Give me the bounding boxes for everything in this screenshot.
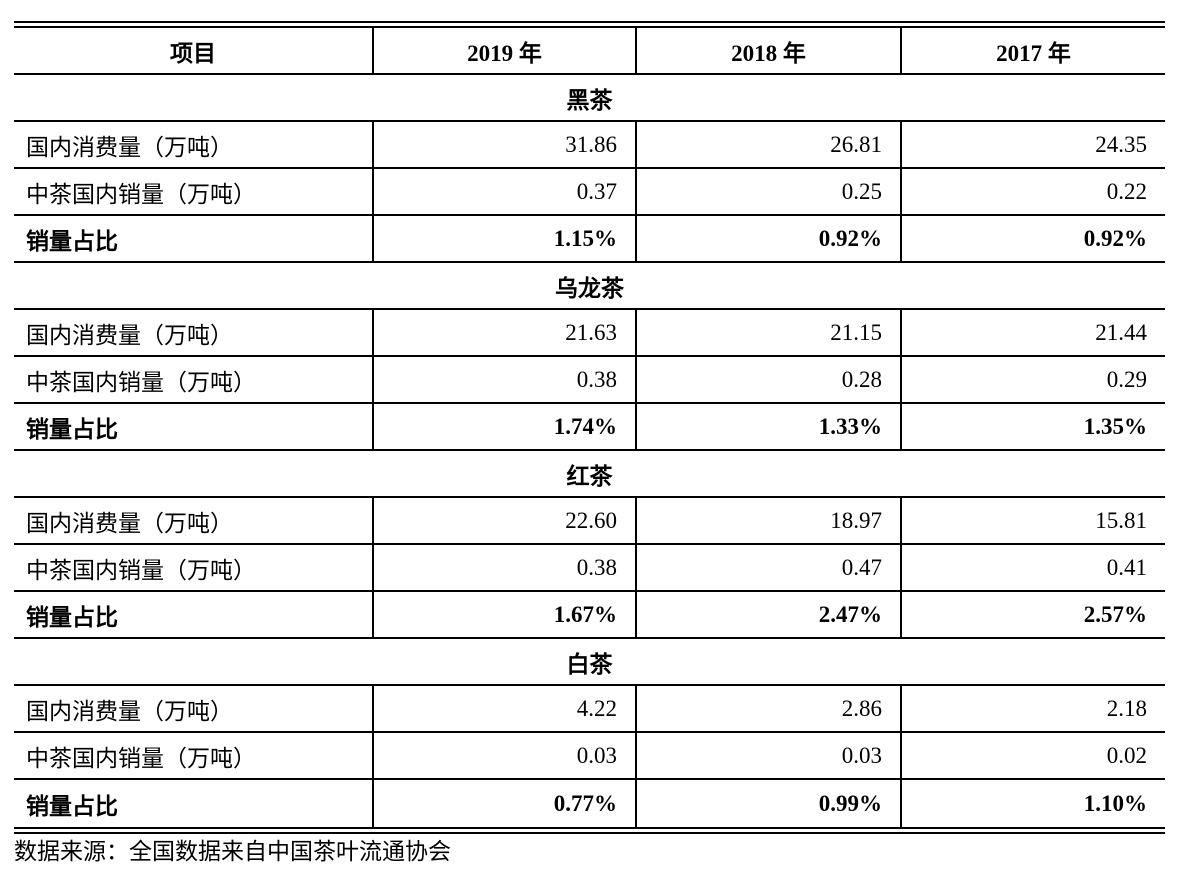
table-row: 中茶国内销量（万吨） 0.37 0.25 0.22 [14,169,1165,216]
cell-value: 0.92% [900,216,1165,261]
section-title-row: 红茶 [14,451,1165,498]
source-note: 数据来源：全国数据来自中国茶叶流通协会 [14,839,451,864]
cell-value: 0.25 [635,169,900,214]
column-header-2017: 2017 年 [900,28,1165,73]
cell-value: 2.18 [900,686,1165,731]
column-header-item: 项目 [170,40,216,66]
cell-value: 1.10% [900,780,1165,827]
table-row: 中茶国内销量（万吨） 0.38 0.28 0.29 [14,357,1165,404]
table-row: 国内消费量（万吨） 22.60 18.97 15.81 [14,498,1165,545]
cell-value: 0.03 [635,733,900,778]
cell-value: 1.67% [372,592,635,637]
table-top-double-rule [14,21,1165,28]
data-table: 项目 2019 年 2018 年 2017 年 黑茶 国内消费量（万吨） 31.… [14,21,1165,834]
table-row: 国内消费量（万吨） 4.22 2.86 2.18 [14,686,1165,733]
cell-value: 0.03 [372,733,635,778]
cell-value: 0.38 [372,545,635,590]
section-title: 白茶 [566,651,613,677]
row-label: 国内消费量（万吨） [26,510,233,536]
section-title-row: 白茶 [14,639,1165,686]
cell-value: 0.38 [372,357,635,402]
cell-value: 0.22 [900,169,1165,214]
table-row: 国内消费量（万吨） 31.86 26.81 24.35 [14,122,1165,169]
cell-value: 0.28 [635,357,900,402]
cell-value: 0.77% [372,780,635,827]
table-row: 中茶国内销量（万吨） 0.38 0.47 0.41 [14,545,1165,592]
cell-value: 26.81 [635,122,900,167]
cell-value: 31.86 [372,122,635,167]
cell-value: 21.44 [900,310,1165,355]
cell-value: 4.22 [372,686,635,731]
row-label: 中茶国内销量（万吨） [26,557,256,583]
row-label: 国内消费量（万吨） [26,322,233,348]
row-label: 国内消费量（万吨） [26,698,233,724]
cell-value: 0.92% [635,216,900,261]
cell-value: 0.41 [900,545,1165,590]
table-bottom-double-rule [14,827,1165,834]
column-header-2018: 2018 年 [635,28,900,73]
table-row: 国内消费量（万吨） 21.63 21.15 21.44 [14,310,1165,357]
table-row-ratio: 销量占比 1.74% 1.33% 1.35% [14,404,1165,451]
table-row-ratio: 销量占比 1.67% 2.47% 2.57% [14,592,1165,639]
table-row-ratio: 销量占比 0.77% 0.99% 1.10% [14,780,1165,827]
section-title-row: 乌龙茶 [14,263,1165,310]
cell-value: 0.29 [900,357,1165,402]
cell-value: 0.37 [372,169,635,214]
cell-value: 1.74% [372,404,635,449]
section-title: 黑茶 [566,87,613,113]
row-label: 销量占比 [26,416,118,442]
section-title: 红茶 [566,463,613,489]
column-header-2019: 2019 年 [372,28,635,73]
cell-value: 22.60 [372,498,635,543]
cell-value: 0.99% [635,780,900,827]
cell-value: 2.57% [900,592,1165,637]
cell-value: 2.86 [635,686,900,731]
row-label: 销量占比 [26,793,118,819]
cell-value: 21.15 [635,310,900,355]
section-title-row: 黑茶 [14,75,1165,122]
cell-value: 21.63 [372,310,635,355]
table-row-ratio: 销量占比 1.15% 0.92% 0.92% [14,216,1165,263]
row-label: 销量占比 [26,604,118,630]
cell-value: 2.47% [635,592,900,637]
row-label: 中茶国内销量（万吨） [26,181,256,207]
section-title: 乌龙茶 [555,275,624,301]
table-header-row: 项目 2019 年 2018 年 2017 年 [14,28,1165,75]
cell-value: 15.81 [900,498,1165,543]
cell-value: 0.47 [635,545,900,590]
cell-value: 0.02 [900,733,1165,778]
row-label: 销量占比 [26,228,118,254]
table-row: 中茶国内销量（万吨） 0.03 0.03 0.02 [14,733,1165,780]
row-label: 中茶国内销量（万吨） [26,745,256,771]
cell-value: 1.15% [372,216,635,261]
row-label: 中茶国内销量（万吨） [26,369,256,395]
cell-value: 24.35 [900,122,1165,167]
cell-value: 1.35% [900,404,1165,449]
row-label: 国内消费量（万吨） [26,134,233,160]
cell-value: 1.33% [635,404,900,449]
cell-value: 18.97 [635,498,900,543]
